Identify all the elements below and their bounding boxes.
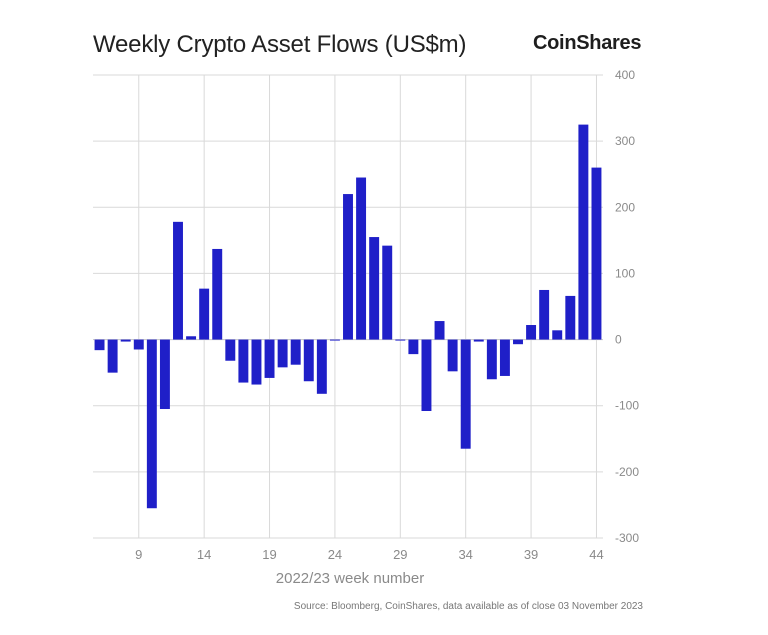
bar-week-37 [499,339,510,376]
bar-week-19 [264,339,275,378]
bar-week-39 [526,325,537,340]
bar-week-8 [120,339,131,342]
y-tick-label: -100 [615,399,639,413]
bars [94,124,602,509]
bar-week-18 [251,339,262,385]
y-axis-ticks: -300 -200 -100 0 100 200 300 400 [615,68,639,545]
bar-week-29 [395,339,406,341]
bar-week-14 [199,288,210,340]
brand-logo: CoinShares [533,32,642,54]
bar-week-23 [316,339,327,394]
bar-week-21 [290,339,301,365]
bar-week-32 [434,321,445,340]
bar-week-35 [473,339,484,342]
bar-week-42 [565,295,576,340]
y-tick-label: 0 [615,333,622,347]
x-tick-label: 39 [524,547,538,562]
bar-week-25 [343,194,353,340]
y-tick-label: 400 [615,68,635,82]
bar-week-34 [460,339,471,449]
bar-week-6 [94,339,105,351]
bar-week-20 [277,339,288,368]
x-tick-label: 14 [197,547,211,562]
x-axis-ticks: 9 14 19 24 29 34 39 44 [135,547,604,562]
chart-title: Weekly Crypto Asset Flows (US$m) [93,31,467,58]
bar-week-11 [159,339,170,410]
source-note: Source: Bloomberg, CoinShares, data avai… [293,601,643,612]
bar-week-40 [539,289,550,340]
bar-week-44 [591,167,602,340]
bar-week-13 [186,336,197,340]
bar-week-7 [107,339,118,373]
x-tick-label: 34 [458,547,472,562]
bar-week-22 [303,339,314,382]
bar-week-17 [238,339,249,383]
y-tick-label: 200 [615,200,635,214]
bar-week-31 [421,339,432,412]
bar-week-33 [447,339,458,372]
bar-week-41 [552,330,563,340]
x-tick-label: 19 [262,547,276,562]
bar-week-27 [369,237,380,340]
bar-week-16 [225,339,236,361]
x-tick-label: 9 [135,547,142,562]
bar-week-26 [356,177,367,340]
bar-week-12 [173,221,183,340]
y-tick-label: 100 [615,266,635,280]
x-axis-label: 2022/23 week number [276,570,424,587]
y-tick-label: -200 [615,465,639,479]
bar-week-10 [146,339,157,509]
bar-week-36 [486,339,497,380]
bar-week-24 [329,339,340,341]
bar-week-28 [382,245,393,340]
bar-week-9 [133,339,144,350]
x-tick-label: 29 [393,547,407,562]
x-tick-label: 44 [589,547,603,562]
y-tick-label: 300 [615,134,635,148]
bar-week-15 [212,248,223,340]
bar-week-38 [513,339,523,345]
x-tick-label: 24 [328,547,342,562]
y-tick-label: -300 [615,531,639,545]
bar-week-30 [408,339,419,355]
bar-week-43 [578,124,589,340]
